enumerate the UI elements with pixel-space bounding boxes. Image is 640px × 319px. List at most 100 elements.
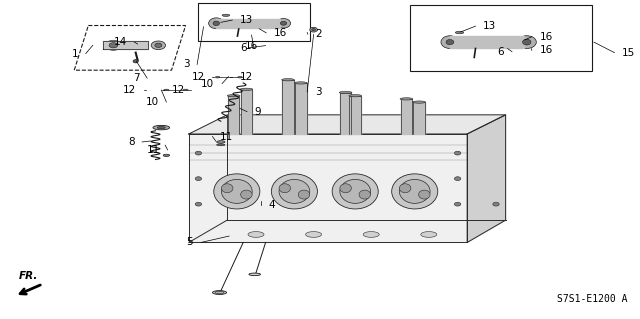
Ellipse shape [222,14,230,16]
Ellipse shape [441,36,459,48]
Ellipse shape [493,202,499,206]
Polygon shape [282,80,294,134]
Text: 6: 6 [240,43,246,54]
Text: 13: 13 [483,21,497,31]
Ellipse shape [195,151,202,155]
Text: 12: 12 [172,85,185,95]
Ellipse shape [238,77,243,78]
Ellipse shape [392,174,438,209]
Text: 11: 11 [147,145,160,155]
Ellipse shape [164,89,169,91]
Ellipse shape [523,39,531,45]
Text: 12: 12 [240,72,253,82]
Ellipse shape [106,40,122,50]
Text: 12: 12 [123,85,136,95]
Ellipse shape [279,179,310,204]
Ellipse shape [221,179,252,204]
Ellipse shape [280,21,287,25]
Ellipse shape [454,202,461,206]
Text: 16: 16 [244,41,258,51]
Text: 13: 13 [240,15,253,25]
Ellipse shape [215,77,220,78]
Ellipse shape [399,184,411,193]
Ellipse shape [153,125,170,130]
Text: 4: 4 [269,200,275,210]
Ellipse shape [332,174,378,209]
Ellipse shape [419,190,430,199]
Ellipse shape [517,36,536,48]
Ellipse shape [399,179,430,204]
Ellipse shape [271,174,317,209]
Ellipse shape [216,141,225,143]
Ellipse shape [312,28,316,31]
Text: 10: 10 [201,78,214,89]
Text: 8: 8 [128,137,134,147]
Ellipse shape [195,202,202,206]
Text: 16: 16 [540,45,553,56]
Ellipse shape [209,18,224,29]
Ellipse shape [306,232,322,237]
Ellipse shape [279,184,291,193]
Polygon shape [401,99,412,134]
Ellipse shape [195,177,202,181]
Polygon shape [241,89,252,134]
Ellipse shape [155,43,162,48]
Ellipse shape [454,177,461,181]
Polygon shape [450,36,524,48]
Ellipse shape [248,232,264,237]
Ellipse shape [240,88,253,91]
Ellipse shape [359,190,371,199]
Ellipse shape [212,291,227,294]
Text: 16: 16 [540,32,553,42]
Text: 14: 14 [113,37,127,47]
Ellipse shape [214,174,260,209]
Polygon shape [189,115,506,134]
Text: 9: 9 [255,107,261,117]
Ellipse shape [213,21,220,26]
Ellipse shape [413,101,426,103]
Polygon shape [349,96,361,134]
Ellipse shape [294,82,307,84]
Polygon shape [413,102,425,134]
Text: 3: 3 [315,87,321,97]
Polygon shape [295,83,307,134]
Polygon shape [103,41,148,49]
Text: 12: 12 [191,72,205,82]
Polygon shape [216,19,280,28]
Ellipse shape [249,273,260,276]
Polygon shape [228,96,239,134]
Text: 3: 3 [183,59,189,70]
Text: 11: 11 [220,131,234,142]
Ellipse shape [276,19,291,28]
Ellipse shape [163,154,170,157]
Ellipse shape [454,151,461,155]
Ellipse shape [183,89,188,91]
Ellipse shape [151,41,166,50]
Text: 16: 16 [274,28,287,38]
Ellipse shape [241,190,252,199]
Ellipse shape [310,27,317,32]
Ellipse shape [109,43,118,48]
Ellipse shape [227,94,240,97]
Ellipse shape [446,40,454,45]
Polygon shape [467,115,506,242]
Ellipse shape [421,232,437,237]
Text: 6: 6 [498,47,504,57]
Ellipse shape [455,31,463,34]
Text: 15: 15 [622,48,636,58]
Text: 10: 10 [145,97,159,107]
Ellipse shape [215,291,224,294]
Ellipse shape [216,144,225,146]
Text: 7: 7 [133,73,140,83]
Ellipse shape [133,60,138,63]
Ellipse shape [340,179,371,204]
Text: 5: 5 [187,237,193,248]
Polygon shape [340,93,351,134]
Text: FR.: FR. [19,271,38,281]
Ellipse shape [221,184,233,193]
Ellipse shape [282,78,294,81]
Text: 2: 2 [316,29,322,39]
Text: S7S1-E1200 A: S7S1-E1200 A [557,294,627,304]
Ellipse shape [349,94,362,97]
Ellipse shape [364,232,380,237]
